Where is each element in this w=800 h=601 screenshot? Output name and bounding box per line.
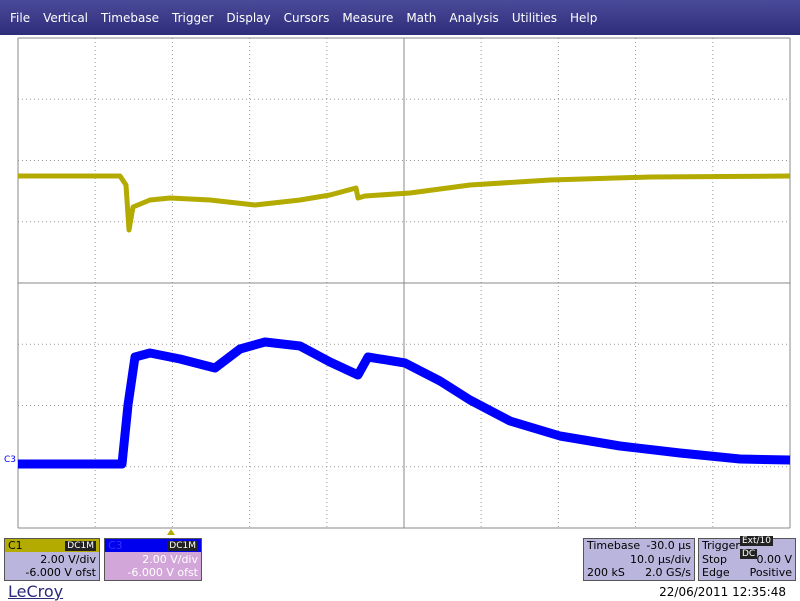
timestamp: 22/06/2011 12:35:48 (659, 585, 786, 599)
samples: 200 kS (587, 566, 625, 579)
timebase-box[interactable]: Timebase -30.0 µs 10.0 µs/div 200 kS 2.0 GS… (583, 538, 695, 581)
trigger-box[interactable]: Trigger Ext/10 DC Stop 0.00 V Edge Positive (698, 535, 796, 581)
menu-item[interactable]: Trigger (172, 10, 214, 25)
coupling: DC1M (65, 540, 96, 551)
brand: LeCroy (8, 582, 64, 601)
trigger-type: Edge (702, 566, 730, 579)
footer: LeCroy 22/06/2011 12:35:48 (0, 582, 800, 601)
menu-item[interactable]: Display (226, 10, 271, 25)
trigger-mode: Stop (702, 553, 728, 566)
channel-box-c1[interactable]: C1 DC1M 2.00 V/div -6.000 V ofst (4, 538, 100, 581)
scale: 2.00 V/div (142, 553, 198, 566)
delay: -30.0 µs (646, 539, 691, 552)
timebase-title: Timebase (587, 539, 641, 552)
trace-c1 (18, 173, 791, 233)
menu-item[interactable]: Analysis (449, 10, 499, 25)
trace-c3 (18, 337, 791, 469)
menu-item[interactable]: Vertical (43, 10, 89, 25)
menu-item[interactable]: Math (406, 10, 437, 25)
trigger-marker (167, 529, 175, 535)
menu-bar: File Vertical Timebase Trigger Display Cursor… (0, 0, 800, 35)
grid (17, 37, 791, 529)
offset: -6.000 V ofst (25, 566, 96, 579)
trigger-slope: Positive (749, 566, 792, 579)
channel-box-c3[interactable]: C3 DC1M 2.00 V/div -6.000 V ofst (104, 538, 202, 581)
trigger-source: Ext/10 (739, 535, 773, 546)
channel-name: C1 (8, 539, 23, 552)
trigger-coupling: DC (739, 548, 758, 559)
coupling: DC1M (167, 540, 198, 551)
channel-name: C3 (108, 539, 123, 552)
time-scale: 10.0 µs/div (630, 553, 691, 566)
trigger-title: Trigger (702, 539, 740, 552)
menu-item[interactable]: Utilities (511, 10, 557, 25)
menu-item[interactable]: Measure (342, 10, 394, 25)
menu-item[interactable]: Help (569, 10, 598, 25)
offset: -6.000 V ofst (127, 566, 198, 579)
menu-item[interactable]: Cursors (283, 10, 330, 25)
scale: 2.00 V/div (40, 553, 96, 566)
menu-item[interactable]: File (10, 10, 31, 25)
menu-item[interactable]: Timebase (101, 10, 159, 25)
sample-rate: 2.0 GS/s (645, 566, 691, 579)
trigger-level: 0.00 V (756, 553, 792, 566)
waveform-display: C3 (4, 37, 791, 535)
trace-label: C3 (4, 455, 16, 465)
